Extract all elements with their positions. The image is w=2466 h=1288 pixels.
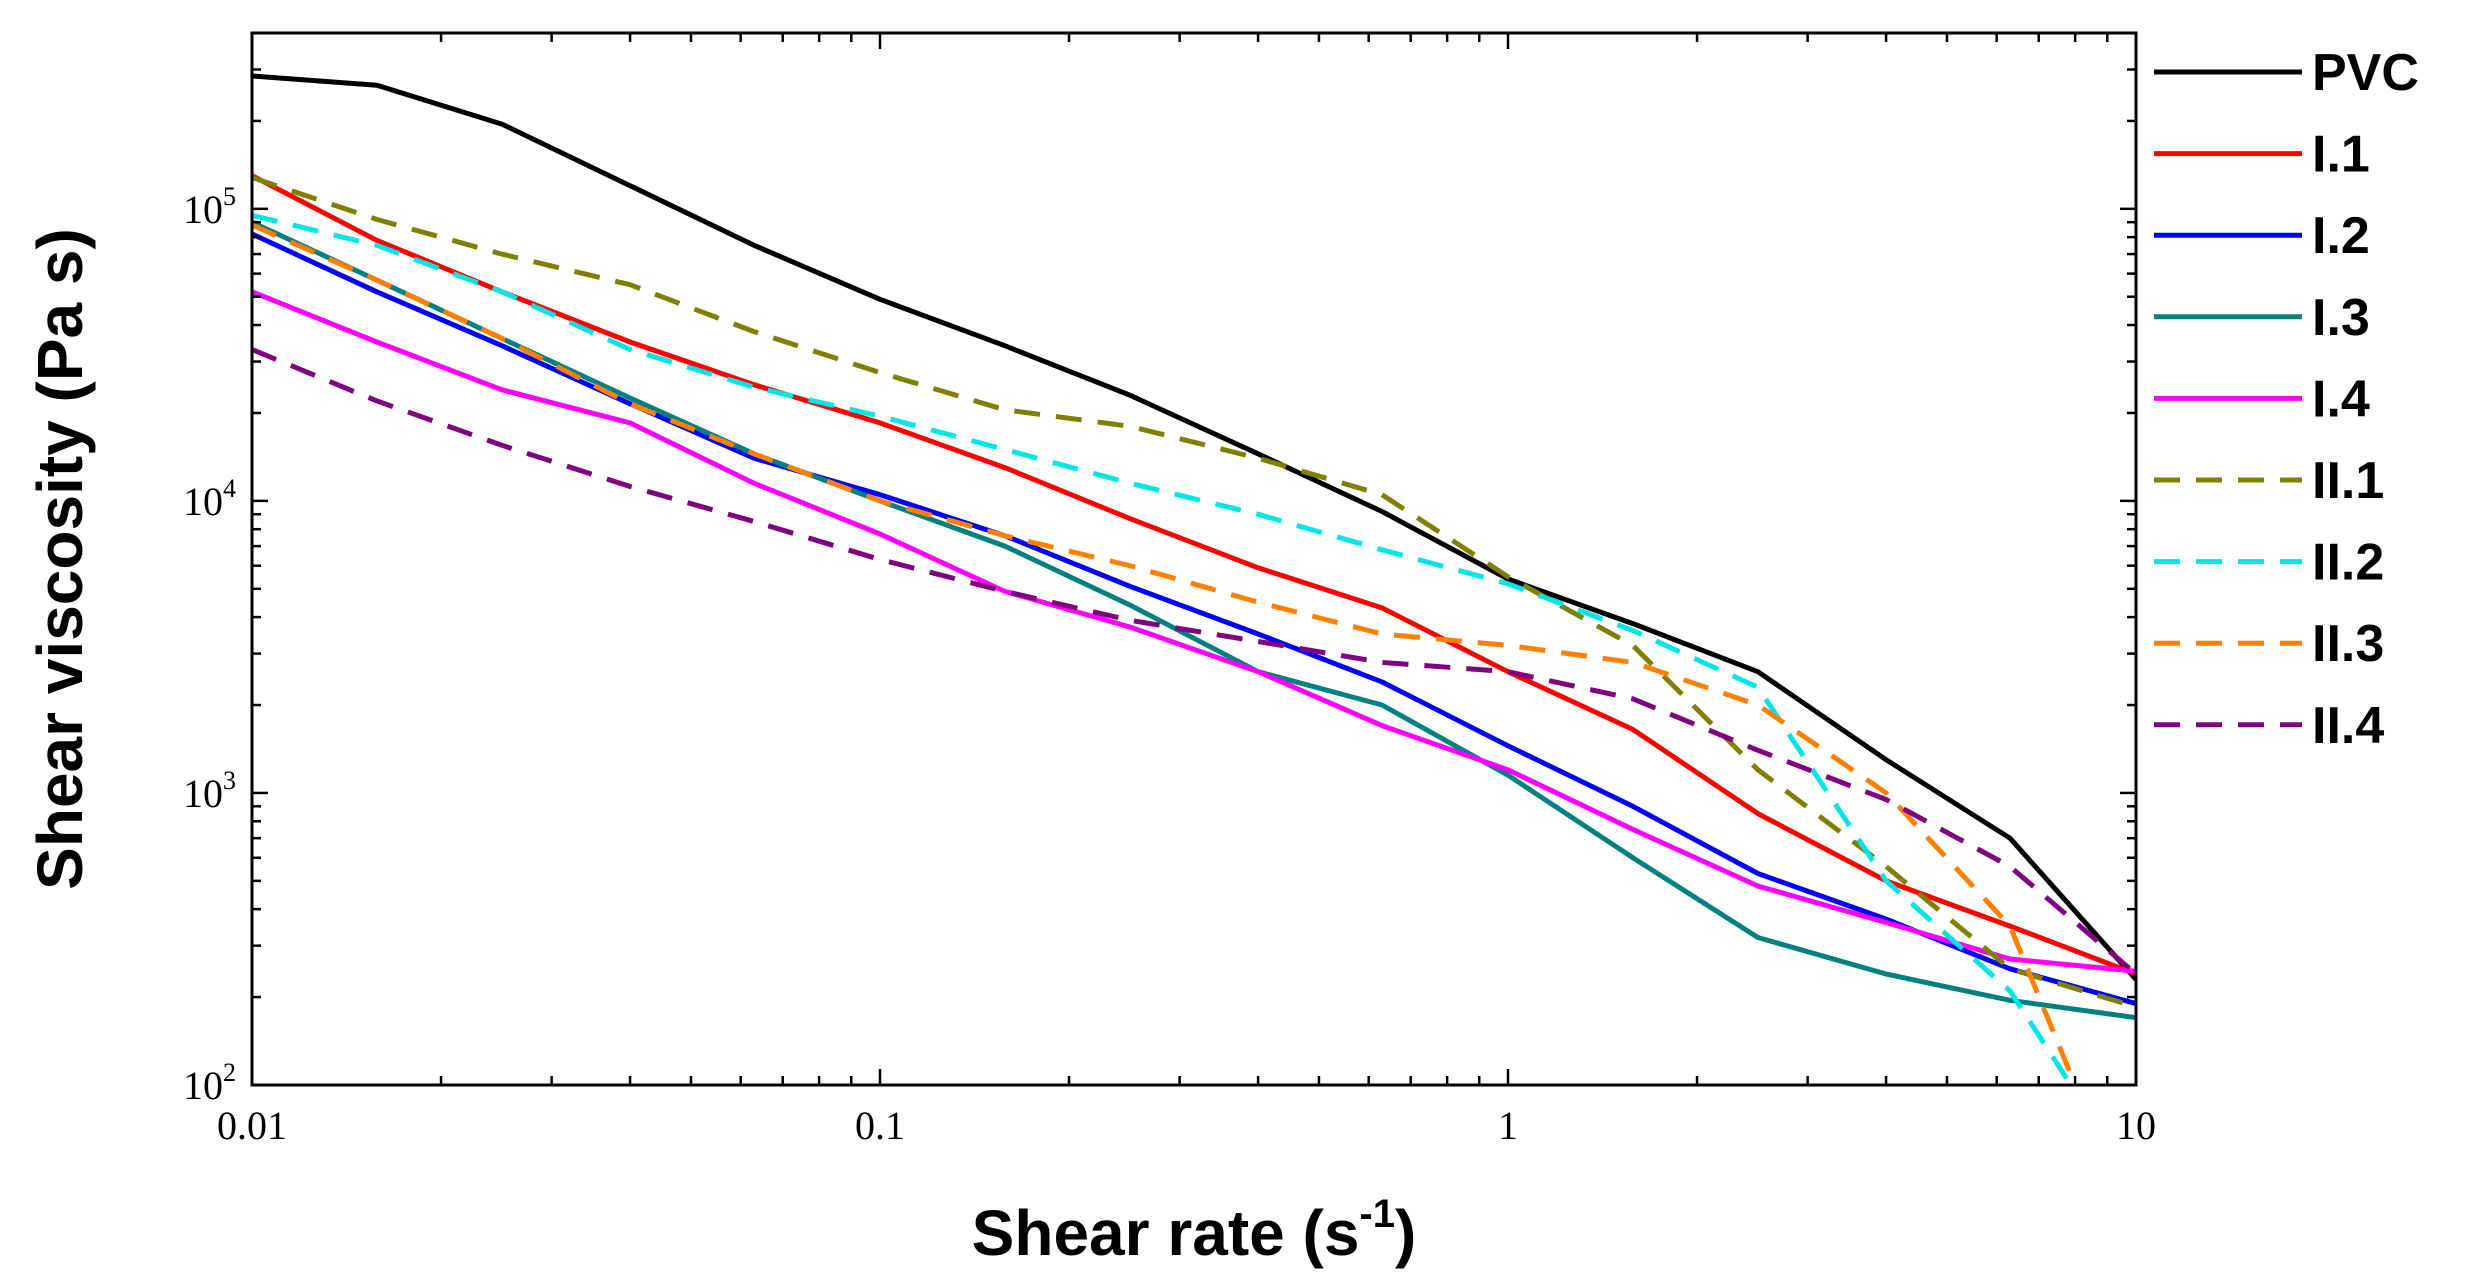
legend-label-i-3: I.3 (2312, 289, 2370, 347)
ticks-layer (250, 31, 2138, 1087)
series-line-i-1 (252, 173, 2136, 977)
series-line-ii-3 (252, 222, 2078, 1085)
x-axis-title-sup: -1 (1359, 1192, 1395, 1236)
x-tick-label: 0.01 (217, 1103, 287, 1148)
legend-label-ii-4: II.4 (2312, 697, 2384, 755)
y-tick-label: 102 (183, 1058, 236, 1108)
legend-label-ii-2: II.2 (2312, 534, 2384, 592)
series-line-ii-4 (252, 347, 2136, 976)
y-tick-label: 104 (183, 474, 236, 524)
plot-frame (250, 31, 2138, 1087)
x-axis-title-close: ) (1395, 1197, 1416, 1269)
y-tick-label: 105 (183, 182, 236, 232)
series-line-ii-1 (252, 175, 2136, 1010)
x-tick-label: 1 (1498, 1103, 1518, 1148)
series-line-i-2 (252, 231, 2136, 1007)
x-tick-label: 0.1 (855, 1103, 905, 1148)
legend-label-ii-3: II.3 (2312, 615, 2384, 673)
series-line-ii-2 (252, 212, 2074, 1085)
legend-label-i-4: I.4 (2312, 370, 2370, 428)
y-tick-label: 103 (183, 766, 236, 816)
x-axis-title-main: Shear rate (s (972, 1197, 1360, 1269)
y-axis-title: Shear viscosity (Pa s) (24, 228, 96, 890)
series-line-i-4 (252, 289, 2136, 974)
x-tick-label: 10 (2116, 1103, 2156, 1148)
tick-labels-layer: 0.01 0.1 1 10 102 103 104 105 (183, 182, 2156, 1148)
legend-label-i-1: I.1 (2312, 126, 2370, 184)
legend-label-i-2: I.2 (2312, 207, 2370, 265)
series-layer (252, 73, 2136, 1085)
series-line-i-3 (252, 219, 2136, 1021)
legend-label-pvc: PVC (2312, 44, 2419, 102)
legend: PVC I.1 I.2 I.3 I.4 II.1 II.2 II.3 II.4 (2154, 44, 2419, 755)
legend-label-ii-1: II.1 (2312, 452, 2384, 510)
series-line-pvc (252, 73, 2136, 982)
x-axis-title: Shear rate (s-1) (972, 1192, 1417, 1269)
